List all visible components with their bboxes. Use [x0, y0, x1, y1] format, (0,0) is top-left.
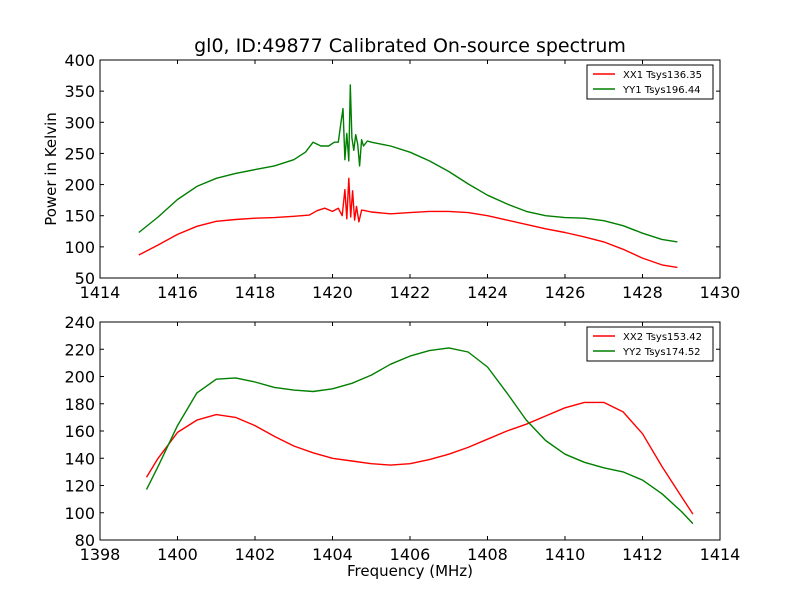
- x-tick-label-0-2: 1418: [235, 283, 276, 302]
- x-tick-label-1-3: 1404: [312, 545, 353, 564]
- chart-title: gl0, ID:49877 Calibrated On-source spect…: [194, 35, 626, 57]
- legend-box-0: [586, 64, 714, 100]
- x-tick-label-1-0: 1398: [80, 545, 121, 564]
- y-tick-label-0-1: 100: [64, 238, 95, 257]
- series-line-1-0: [145, 401, 694, 515]
- series-line-0-0: [138, 177, 678, 269]
- x-tick-label-0-6: 1426: [545, 283, 586, 302]
- top-panel: 1414 1416 1418 1420 1422 1424 1426 1428 1430 50 10…: [42, 51, 740, 302]
- y-tick-label-1-0: 80: [75, 531, 95, 550]
- x-tick-label-0-1: 1416: [157, 283, 198, 302]
- series-line-1-1: [145, 347, 694, 525]
- y-axis-label-0: Power in Kelvin: [42, 112, 60, 226]
- bottom-panel: 1398 1400 1402 1404 1406 1408 1410 1412 1414 80 10…: [64, 313, 740, 564]
- x-tick-label-0-4: 1422: [390, 283, 431, 302]
- y-tick-label-1-3: 140: [64, 449, 95, 468]
- y-tick-label-0-5: 300: [64, 113, 95, 132]
- legend-label-0-0: XX1 Tsys136.35: [623, 70, 702, 81]
- x-tick-label-0-0: 1414: [80, 283, 121, 302]
- legend-label-1-1: YY2 Tsys174.52: [622, 347, 701, 358]
- y-tick-label-1-8: 240: [64, 313, 95, 332]
- y-tick-label-0-4: 250: [64, 144, 95, 163]
- legend-label-1-0: XX2 Tsys153.42: [623, 332, 702, 343]
- x-tick-label-1-4: 1406: [390, 545, 431, 564]
- y-tick-label-0-0: 50: [75, 269, 95, 288]
- y-tick-label-1-5: 180: [64, 395, 95, 414]
- x-tick-label-0-5: 1424: [467, 283, 508, 302]
- series-line-0-1: [138, 84, 678, 243]
- x-tick-label-1-6: 1410: [545, 545, 586, 564]
- y-tick-label-1-4: 160: [64, 422, 95, 441]
- x-tick-label-1-8: 1414: [700, 545, 741, 564]
- x-tick-label-0-3: 1420: [312, 283, 353, 302]
- legend-label-0-1: YY1 Tsys196.44: [622, 85, 701, 96]
- legend-box-1: [586, 326, 714, 362]
- y-tick-label-0-6: 350: [64, 82, 95, 101]
- y-tick-label-1-2: 120: [64, 477, 95, 496]
- x-tick-label-1-2: 1402: [235, 545, 276, 564]
- y-tick-label-0-3: 200: [64, 176, 95, 195]
- y-tick-label-1-1: 100: [64, 504, 95, 523]
- x-axis-label: Frequency (MHz): [347, 562, 473, 580]
- x-tick-label-1-5: 1408: [467, 545, 508, 564]
- x-tick-label-0-7: 1428: [622, 283, 663, 302]
- x-tick-label-1-7: 1412: [622, 545, 663, 564]
- y-tick-label-1-7: 220: [64, 340, 95, 359]
- y-tick-label-1-6: 200: [64, 368, 95, 387]
- y-tick-label-0-2: 150: [64, 207, 95, 226]
- x-tick-label-0-8: 1430: [700, 283, 741, 302]
- y-tick-label-0-7: 400: [64, 51, 95, 70]
- x-tick-label-1-1: 1400: [157, 545, 198, 564]
